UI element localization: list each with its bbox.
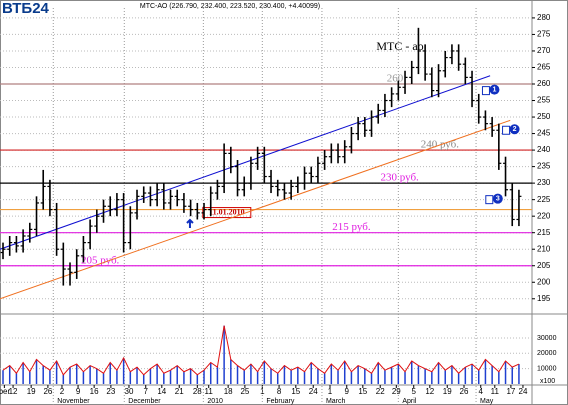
y-tick-label: 235 bbox=[537, 162, 551, 171]
x-tick-label: 9 bbox=[76, 387, 81, 396]
y-tick-label: 275 bbox=[537, 30, 551, 39]
x-tick-label: 28 bbox=[193, 387, 202, 396]
y-tick-label: 230 bbox=[537, 178, 551, 187]
trendline bbox=[0, 119, 511, 300]
x-tick-label: 1 bbox=[260, 387, 265, 396]
x-tick-label: 8 bbox=[277, 387, 282, 396]
level-label: 230 руб. bbox=[381, 172, 420, 184]
y-tick-label: 270 bbox=[537, 46, 551, 55]
x-tick-label: 5 bbox=[412, 387, 417, 396]
x-tick-label: 19 bbox=[443, 387, 452, 396]
x-tick-label: 19 bbox=[27, 387, 36, 396]
y-tick-label: 280 bbox=[537, 13, 551, 22]
arrow bbox=[186, 218, 194, 228]
y-tick-label: 220 bbox=[537, 211, 551, 220]
x-tick-label: 23 bbox=[106, 387, 115, 396]
month-label: March bbox=[326, 398, 346, 405]
y-tick-label: 225 bbox=[537, 195, 551, 204]
volume-tick-label: 10000 bbox=[537, 365, 557, 372]
marker-badge bbox=[489, 84, 500, 95]
x-tick-label: 21 bbox=[175, 387, 184, 396]
y-tick-label: 250 bbox=[537, 112, 551, 121]
x-tick-label: 11 bbox=[491, 387, 500, 396]
x-tick-label: 26 bbox=[43, 387, 52, 396]
x-tick-label: 30 bbox=[125, 387, 134, 396]
x-tick-label: 12 bbox=[9, 387, 18, 396]
marker-badge bbox=[492, 193, 503, 204]
level-label: 205 руб. bbox=[81, 254, 120, 266]
x-tick-label: 22 bbox=[376, 387, 385, 396]
y-tick-label: 195 bbox=[537, 294, 551, 303]
volume-unit-label: x100 bbox=[540, 378, 555, 385]
x-tick-label: 16 bbox=[90, 387, 99, 396]
month-label: 2010 bbox=[207, 398, 223, 405]
logo: ВТБ24 bbox=[2, 0, 50, 17]
month-label: February bbox=[266, 398, 295, 405]
level-label: 215 руб. bbox=[332, 221, 371, 233]
y-tick-label: 210 bbox=[537, 244, 551, 253]
y-tick-label: 205 bbox=[537, 261, 551, 270]
marker-box bbox=[485, 195, 494, 205]
y-tick-label: 240 bbox=[537, 145, 551, 154]
x-tick-label: 11 bbox=[205, 387, 214, 396]
y-tick-label: 245 bbox=[537, 129, 551, 138]
x-tick-label: ber bbox=[0, 387, 10, 396]
x-tick-label: 14 bbox=[157, 387, 166, 396]
x-tick-label: 17 bbox=[506, 387, 515, 396]
month-label: May bbox=[480, 398, 494, 405]
chart-title: МТС-АО (226.790, 232.400, 223.520, 230.4… bbox=[140, 3, 320, 10]
y-tick-label: 200 bbox=[537, 277, 551, 286]
x-tick-label: 29 bbox=[392, 387, 401, 396]
trendline bbox=[0, 75, 491, 250]
month-label: April bbox=[402, 398, 416, 405]
x-tick-label: 25 bbox=[240, 387, 249, 396]
marker-box bbox=[502, 125, 511, 135]
marker-badge bbox=[509, 124, 520, 135]
x-tick-label: 4 bbox=[479, 387, 484, 396]
volume-tick-label: 20000 bbox=[537, 350, 557, 357]
x-tick-label: 9 bbox=[345, 387, 350, 396]
y-tick-label: 255 bbox=[537, 96, 551, 105]
marker-box bbox=[481, 86, 490, 96]
y-tick-label: 265 bbox=[537, 63, 551, 72]
marker-label: 2 bbox=[513, 126, 517, 133]
x-tick-label: 15 bbox=[291, 387, 300, 396]
level-label: 11.01.2010 bbox=[209, 207, 245, 216]
y-tick-label: 260 bbox=[537, 79, 551, 88]
volume-tick-label: 30000 bbox=[537, 335, 557, 342]
x-tick-label: 24 bbox=[519, 387, 528, 396]
x-tick-label: 26 bbox=[460, 387, 469, 396]
y-tick-label: 215 bbox=[537, 228, 551, 237]
marker-label: 3 bbox=[496, 195, 500, 202]
marker-label: 1 bbox=[493, 86, 497, 93]
x-tick-label: 15 bbox=[358, 387, 367, 396]
x-tick-label: 12 bbox=[425, 387, 434, 396]
x-tick-label: 18 bbox=[224, 387, 233, 396]
month-label: November bbox=[57, 398, 90, 405]
volume-line bbox=[2, 325, 520, 376]
level-label: 260 bbox=[387, 73, 404, 85]
x-tick-label: 7 bbox=[144, 387, 149, 396]
month-label: December bbox=[128, 398, 161, 405]
x-tick-label: 24 bbox=[309, 387, 318, 396]
x-tick-label: 2 bbox=[60, 387, 65, 396]
chart-subtitle: МТС - ао bbox=[376, 39, 423, 53]
x-tick-label: 1 bbox=[328, 387, 333, 396]
